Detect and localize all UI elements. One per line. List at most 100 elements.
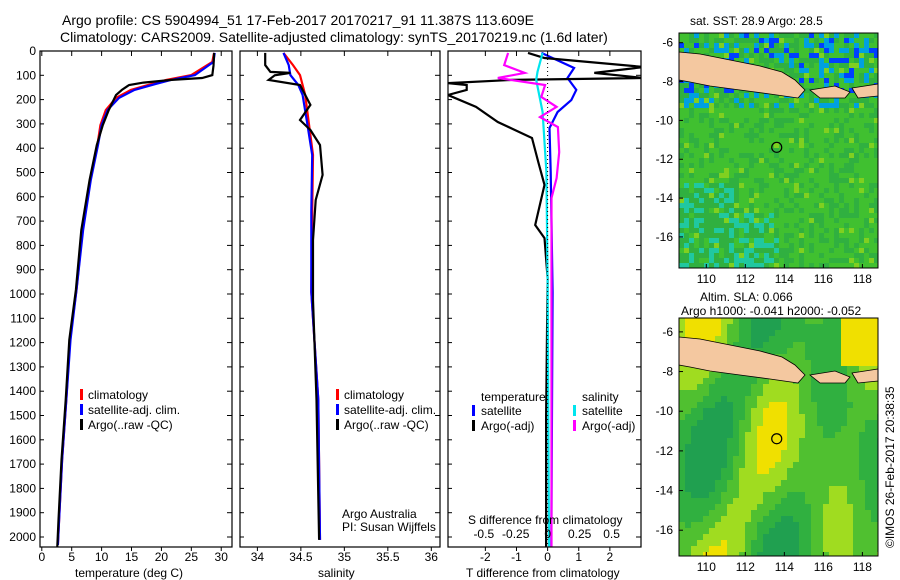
map-cell	[834, 163, 839, 168]
map-cell	[849, 38, 854, 43]
map-cell	[799, 78, 804, 83]
map-cell	[764, 168, 769, 173]
map-cell	[847, 468, 853, 474]
map-cell	[715, 450, 721, 456]
map-cell	[824, 158, 829, 163]
map-cell	[691, 492, 697, 498]
map-cell	[694, 243, 699, 248]
map-cell	[704, 123, 709, 128]
map-cell	[864, 263, 869, 268]
map-cell	[699, 238, 704, 243]
map-cell	[699, 103, 704, 108]
map-cell	[853, 348, 859, 354]
map-cell	[733, 492, 739, 498]
map-cell	[699, 83, 704, 88]
map-cell	[835, 486, 841, 492]
map-cell	[864, 258, 869, 263]
map-cell	[703, 426, 709, 432]
map-cell	[757, 408, 763, 414]
map-cell	[754, 33, 759, 38]
map-cell	[849, 223, 854, 228]
map-cell	[727, 492, 733, 498]
map-cell	[829, 98, 834, 103]
map-cell	[799, 138, 804, 143]
map-cell	[787, 426, 793, 432]
map-cell	[829, 153, 834, 158]
map-cell	[769, 163, 774, 168]
map-cell	[835, 444, 841, 450]
map-cell	[694, 183, 699, 188]
map-cell	[699, 43, 704, 48]
map-cell	[699, 163, 704, 168]
map-cell	[715, 432, 721, 438]
map-cell	[793, 324, 799, 330]
map-cell	[709, 522, 715, 528]
map-cell	[809, 178, 814, 183]
map-cell	[759, 93, 764, 98]
map-cell	[709, 113, 714, 118]
map-cell	[774, 113, 779, 118]
map-cell	[727, 474, 733, 480]
map-cell	[859, 218, 864, 223]
map-cell	[794, 133, 799, 138]
map-cell	[854, 43, 859, 48]
map-cell	[679, 33, 684, 38]
map-cell	[779, 123, 784, 128]
map-cell	[719, 38, 724, 43]
map-cell	[679, 83, 684, 88]
map-cell	[727, 390, 733, 396]
map-cell	[739, 414, 745, 420]
map-cell	[829, 183, 834, 188]
map-cell	[809, 218, 814, 223]
map-cell	[679, 113, 684, 118]
s-diff-tick-label: 0.25	[568, 527, 592, 541]
map-cell	[824, 83, 829, 88]
map-cell	[769, 203, 774, 208]
map-cell	[814, 63, 819, 68]
map-cell	[849, 258, 854, 263]
map-cell	[804, 78, 809, 83]
map-cell	[871, 384, 877, 390]
map-cell	[679, 228, 684, 233]
map-cell	[809, 238, 814, 243]
map-cell	[799, 390, 805, 396]
map-cell	[799, 178, 804, 183]
map-cell	[804, 68, 809, 73]
land-java	[678, 51, 806, 99]
map-cell	[781, 384, 787, 390]
map-cell	[804, 168, 809, 173]
map-cell	[871, 456, 877, 462]
map-cell	[679, 98, 684, 103]
map-cell	[819, 98, 824, 103]
map-cell	[769, 318, 775, 324]
map-cell	[859, 420, 865, 426]
map-cell	[685, 396, 691, 402]
map-cell	[841, 510, 847, 516]
map-cell	[699, 48, 704, 53]
map-cell	[817, 408, 823, 414]
temperature-tick-label: 5	[68, 550, 75, 564]
map-cell	[685, 372, 691, 378]
map-cell	[685, 378, 691, 384]
map-cell	[734, 238, 739, 243]
map-cell	[817, 540, 823, 546]
map-cell	[764, 38, 769, 43]
map-cell	[854, 238, 859, 243]
map-cell	[859, 348, 865, 354]
map-cell	[754, 218, 759, 223]
sla-map: 110 112 114 116 118-6-8-10-12-14-16	[656, 317, 879, 574]
map-cell	[844, 258, 849, 263]
map-cell	[859, 522, 865, 528]
map-cell	[679, 103, 684, 108]
map-cell	[733, 534, 739, 540]
map-cell	[757, 522, 763, 528]
map-cell	[859, 48, 864, 53]
map-cell	[775, 546, 781, 552]
map-cell	[697, 546, 703, 552]
map-cell	[789, 33, 794, 38]
map-cell	[763, 330, 769, 336]
map-cell	[685, 528, 691, 534]
map-cell	[764, 188, 769, 193]
map-cell	[759, 163, 764, 168]
map-cell	[814, 128, 819, 133]
